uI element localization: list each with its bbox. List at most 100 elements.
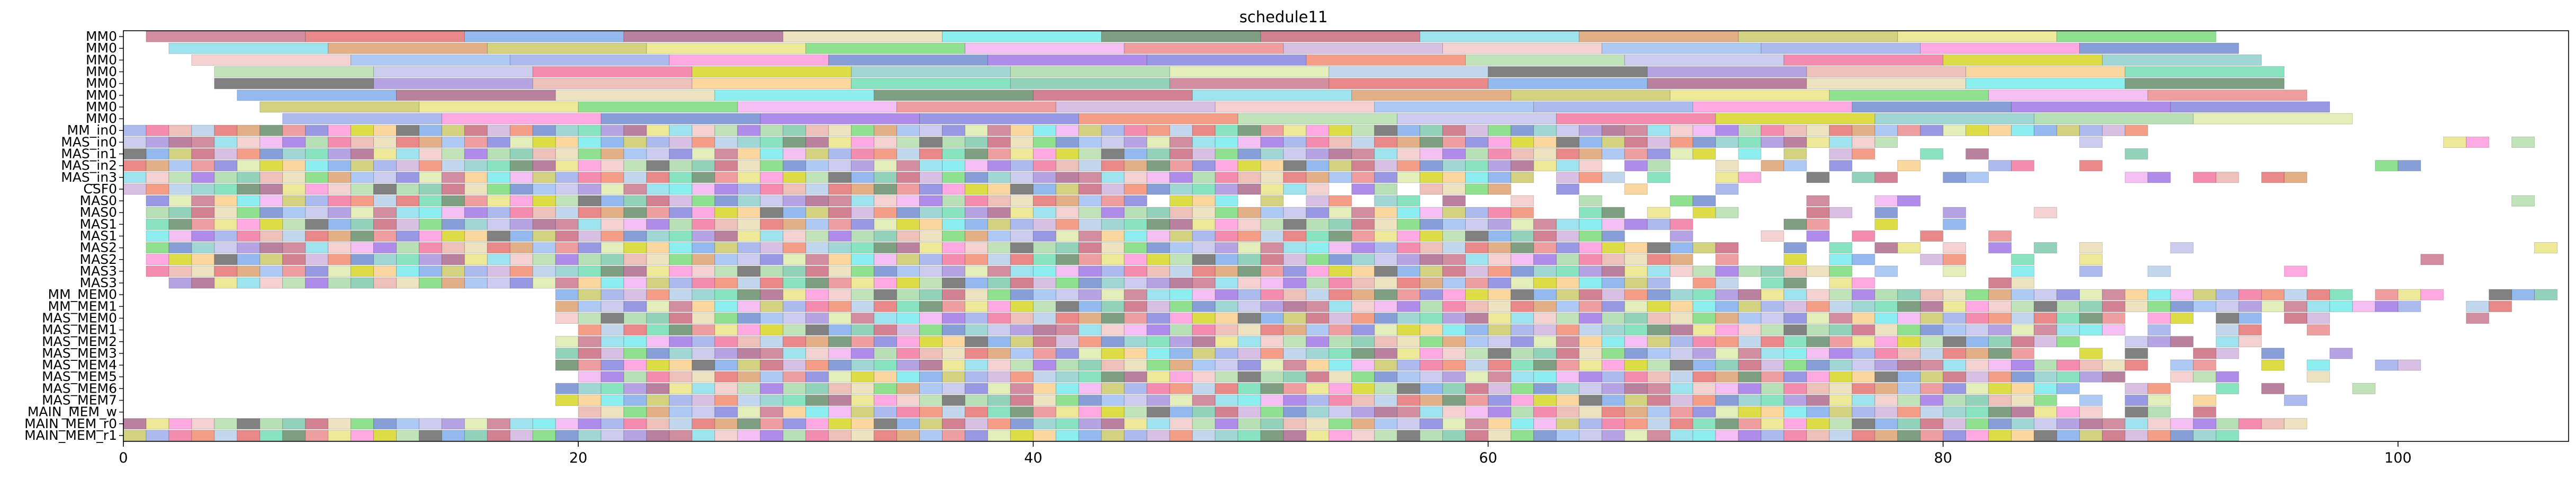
task-bar (1783, 312, 1807, 324)
task-bar (896, 383, 920, 394)
task-bar (1647, 125, 1671, 136)
task-bar (1124, 207, 1147, 218)
task-bar (441, 254, 465, 265)
task-bar (2079, 324, 2103, 336)
task-bar (123, 418, 147, 430)
task-bar (555, 359, 579, 371)
task-bar (1169, 218, 1193, 230)
task-bar (1578, 136, 1602, 148)
task-bar (1260, 336, 1284, 348)
task-bar (1420, 324, 1443, 336)
task-bar (2147, 406, 2171, 418)
task-bar (1215, 312, 1238, 324)
task-bar (1465, 254, 1488, 265)
task-bar (578, 418, 602, 430)
task-bar (578, 289, 602, 300)
task-bar (874, 289, 897, 300)
task-bar (1397, 289, 1421, 300)
task-bar (1874, 312, 1898, 324)
task-bar (600, 160, 624, 172)
task-bar (1306, 312, 1330, 324)
task-bar (2375, 289, 2399, 300)
task-bar (168, 430, 192, 441)
task-bar (1329, 348, 1352, 359)
task-bar (1897, 418, 1921, 430)
task-bar (1169, 195, 1193, 207)
task-bar (373, 218, 397, 230)
task-bar (1101, 254, 1125, 265)
task-bar (783, 312, 806, 324)
task-bar (1533, 242, 1557, 254)
task-bar (692, 78, 852, 90)
task-bar (1692, 148, 1716, 160)
task-bar (623, 348, 647, 359)
task-bar (1124, 195, 1147, 207)
task-bar (646, 172, 670, 183)
task-bar (919, 359, 943, 371)
task-bar (1146, 359, 1170, 371)
task-bar (1715, 418, 1739, 430)
task-bar (578, 148, 602, 160)
task-bar (805, 312, 829, 324)
task-bar (487, 230, 510, 242)
task-bar (509, 183, 533, 195)
task-bar (760, 160, 784, 172)
task-bar (1374, 289, 1398, 300)
task-bar (1260, 136, 1284, 148)
task-bar (1510, 90, 1671, 101)
task-bar (146, 230, 169, 242)
task-bar (1169, 312, 1193, 324)
task-bar (1010, 359, 1034, 371)
task-bar (1169, 136, 1193, 148)
task-bar (146, 195, 169, 207)
task-bar (1306, 54, 1466, 66)
task-bar (692, 394, 715, 406)
task-bar (1101, 31, 1261, 42)
task-bar (896, 300, 920, 312)
task-bar (1055, 371, 1079, 383)
task-bar (964, 289, 988, 300)
task-bar (2352, 300, 2376, 312)
task-bar (2124, 359, 2148, 371)
task-bar (1442, 195, 1466, 207)
task-bar (941, 359, 965, 371)
task-bar (941, 406, 965, 418)
task-bar (168, 160, 192, 172)
task-bar (669, 394, 693, 406)
task-bar (1761, 394, 1784, 406)
task-bar (1965, 312, 1989, 324)
task-bar (1988, 277, 2012, 289)
task-bar (714, 160, 738, 172)
task-bar (2102, 418, 2125, 430)
task-bar (1329, 383, 1352, 394)
task-bar (1306, 277, 1330, 289)
y-tick-label: MM0 (86, 52, 117, 67)
task-bar (714, 230, 738, 242)
task-bar (1533, 125, 1557, 136)
task-bar (1237, 207, 1261, 218)
task-bar (1306, 359, 1330, 371)
task-bar (1442, 371, 1466, 383)
task-bar (1078, 265, 1102, 277)
task-bar (1374, 348, 1398, 359)
task-bar (1965, 371, 1989, 383)
task-bar (2033, 289, 2057, 300)
task-bar (1761, 277, 1784, 289)
task-bar (1033, 289, 1056, 300)
task-bar (396, 183, 419, 195)
task-bar (1578, 148, 1602, 160)
task-bar (1374, 183, 1398, 195)
task-bar (1783, 348, 1807, 359)
task-bar (168, 148, 192, 160)
task-bar (578, 265, 602, 277)
task-bar (1215, 101, 1375, 113)
task-bar (1397, 172, 1421, 183)
y-tick-label: MM0 (86, 29, 117, 44)
task-bar (578, 242, 602, 254)
task-bar (1692, 359, 1716, 371)
task-bar (2215, 172, 2239, 183)
task-bar (1852, 312, 1875, 324)
task-bar (964, 430, 988, 441)
task-bar (1124, 394, 1147, 406)
task-bar (418, 160, 442, 172)
